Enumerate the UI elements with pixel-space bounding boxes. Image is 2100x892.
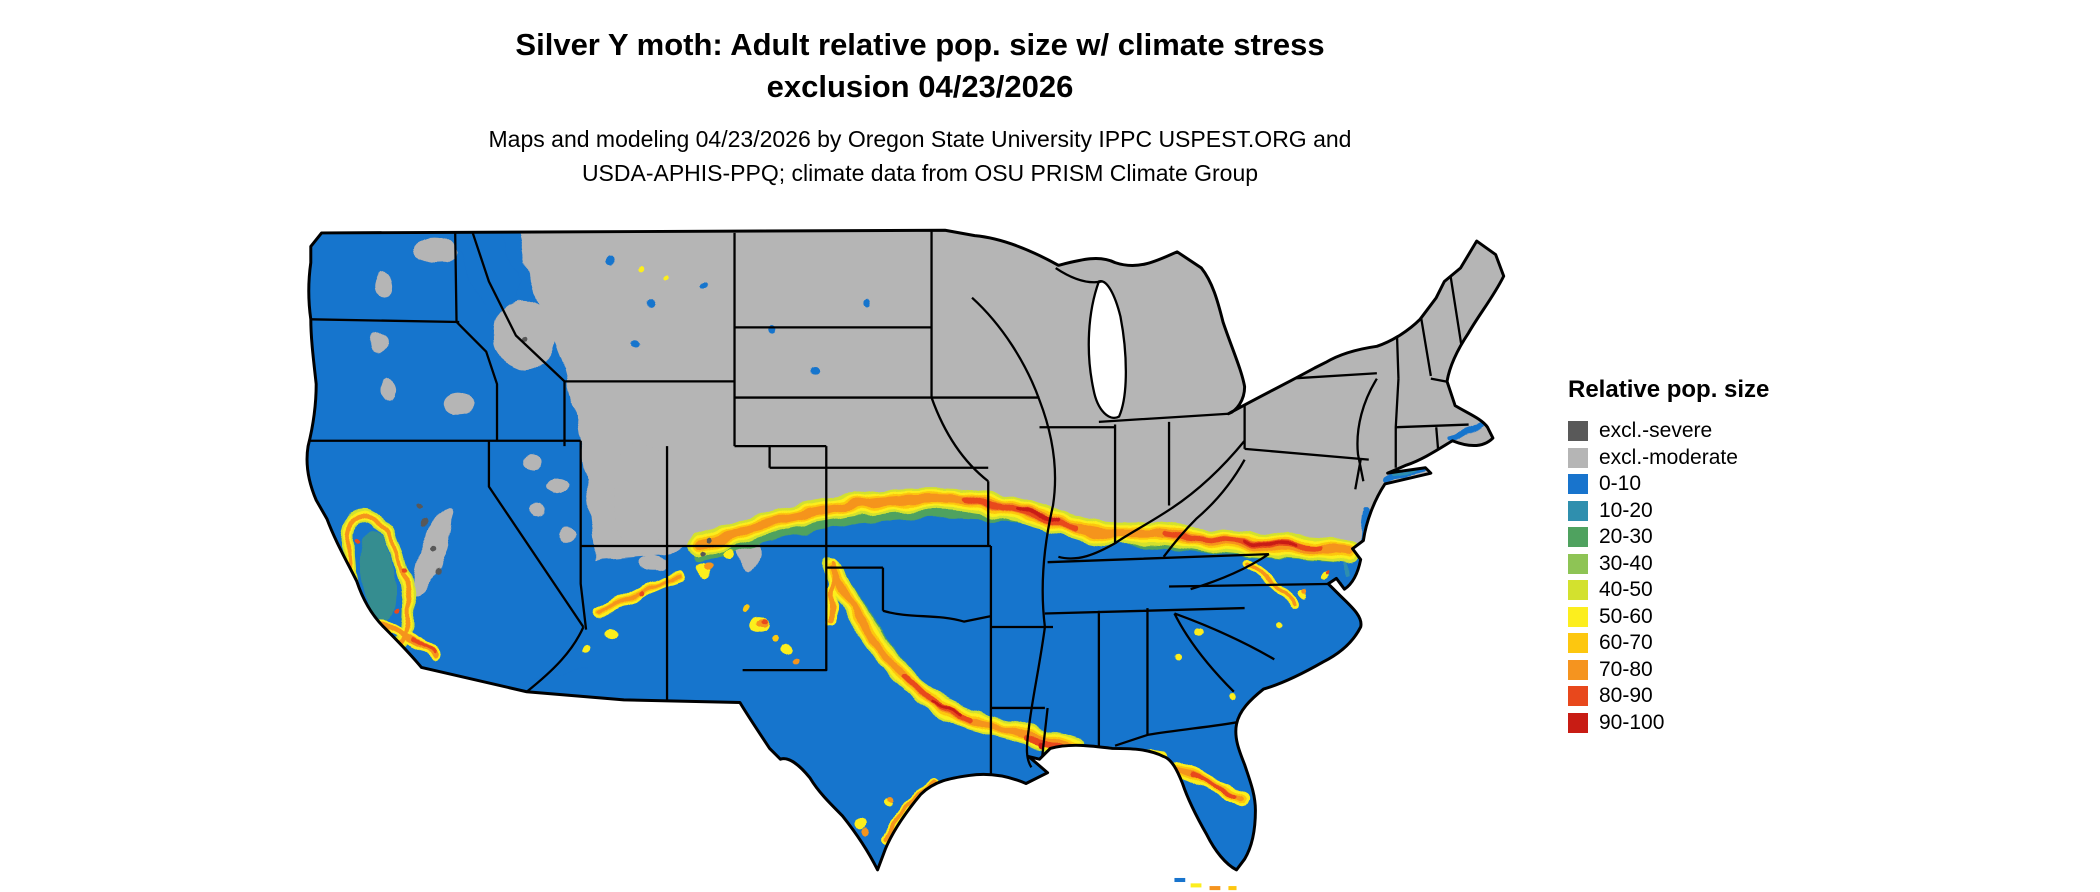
map-title: Silver Y moth: Adult relative pop. size … xyxy=(130,24,1710,108)
legend-swatch xyxy=(1568,500,1588,521)
legend-item-label: 70-80 xyxy=(1599,657,1653,681)
legend: Relative pop. size excl.-severe excl.-mod… xyxy=(1568,376,1769,736)
conus-map xyxy=(300,222,1528,892)
map-subtitle-line2: USDA-APHIS-PPQ; climate data from OSU PR… xyxy=(581,160,1259,186)
conus-outline xyxy=(305,228,1506,872)
legend-item-label: 60-70 xyxy=(1599,631,1653,655)
legend-item-label: 10-20 xyxy=(1599,498,1653,522)
legend-item: 80-90 xyxy=(1568,683,1769,710)
legend-item: 90-100 xyxy=(1568,710,1769,737)
state-borders xyxy=(307,230,1475,776)
raster-severe-specks xyxy=(416,335,711,573)
legend-item: 20-30 xyxy=(1568,524,1769,551)
legend-swatch xyxy=(1568,447,1588,468)
map-raster xyxy=(307,230,1504,870)
legend-items: excl.-severe excl.-moderate 0-10 10-20 20-30… xyxy=(1568,418,1769,736)
map-subtitle: Maps and modeling 04/23/2026 by Oregon S… xyxy=(130,122,1710,190)
legend-item-label: excl.-moderate xyxy=(1599,445,1738,469)
map-title-line2: exclusion 04/23/2026 xyxy=(766,69,1074,104)
raster-green-fill xyxy=(361,530,396,622)
legend-item-label: 20-30 xyxy=(1599,525,1653,549)
legend-swatch xyxy=(1568,633,1588,654)
raster-amber-spots xyxy=(744,604,779,642)
raster-deepred-spots xyxy=(1036,741,1043,748)
legend-item: 50-60 xyxy=(1568,604,1769,631)
legend-item-label: 90-100 xyxy=(1599,710,1665,734)
lake-michigan xyxy=(1087,280,1127,419)
legend-swatch xyxy=(1568,421,1588,442)
legend-item: excl.-severe xyxy=(1568,418,1769,445)
legend-item-label: excl.-severe xyxy=(1599,419,1713,443)
legend-item: 0-10 xyxy=(1568,471,1769,498)
map-subtitle-line1: Maps and modeling 04/23/2026 by Oregon S… xyxy=(488,126,1352,152)
legend-swatch xyxy=(1568,686,1588,707)
legend-item-label: 50-60 xyxy=(1599,604,1653,628)
legend-swatch xyxy=(1568,712,1588,733)
legend-item-label: 80-90 xyxy=(1599,684,1653,708)
florida-keys xyxy=(1174,877,1237,891)
legend-swatch xyxy=(1568,474,1588,495)
legend-swatch xyxy=(1568,553,1588,574)
legend-item: 10-20 xyxy=(1568,498,1769,525)
legend-item-label: 40-50 xyxy=(1599,578,1653,602)
legend-item-label: 0-10 xyxy=(1599,472,1642,496)
legend-item: 60-70 xyxy=(1568,630,1769,657)
legend-swatch xyxy=(1568,527,1588,548)
legend-swatch xyxy=(1568,580,1588,601)
legend-item: 30-40 xyxy=(1568,551,1769,578)
map-title-line1: Silver Y moth: Adult relative pop. size … xyxy=(515,27,1325,62)
legend-item: 70-80 xyxy=(1568,657,1769,684)
legend-swatch xyxy=(1568,659,1588,680)
legend-item-label: 30-40 xyxy=(1599,551,1653,575)
legend-title: Relative pop. size xyxy=(1568,376,1770,403)
raster-yellow-spots xyxy=(582,268,1330,830)
legend-swatch xyxy=(1568,606,1588,627)
conus-map-svg xyxy=(305,228,1506,891)
legend-item: excl.-moderate xyxy=(1568,445,1769,472)
legend-item: 40-50 xyxy=(1568,577,1769,604)
